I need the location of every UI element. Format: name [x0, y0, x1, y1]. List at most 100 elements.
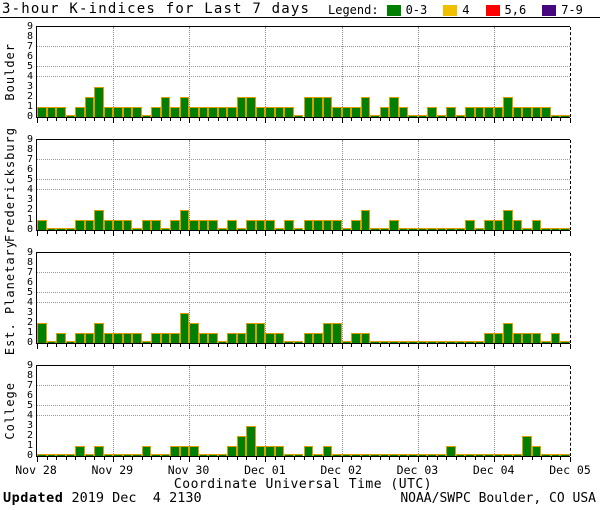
- x-tick: [141, 118, 143, 121]
- k-bar: [341, 107, 352, 117]
- x-tick: [198, 344, 200, 347]
- day-gridline: [417, 27, 419, 117]
- k-bar: [436, 341, 447, 343]
- k-bar: [217, 341, 228, 343]
- x-tick: [493, 231, 495, 236]
- x-tick: [75, 118, 77, 121]
- k-bar: [122, 220, 133, 230]
- x-tick: [341, 118, 343, 123]
- k-bar: [332, 454, 342, 456]
- x-tick: [170, 118, 172, 121]
- x-tick: [227, 344, 229, 347]
- k-bar: [189, 107, 199, 117]
- day-gridline: [265, 366, 267, 456]
- k-bar: [37, 107, 47, 117]
- x-tick: [351, 118, 353, 121]
- k-bar: [351, 333, 361, 343]
- k-bar: [427, 454, 437, 456]
- k-bar: [179, 210, 190, 230]
- k-threshold-gridline: [37, 405, 570, 406]
- k-bar: [217, 228, 228, 230]
- x-tick: [189, 118, 191, 123]
- x-tick: [46, 344, 48, 347]
- k-bar: [303, 97, 314, 117]
- k-bar: [512, 220, 523, 230]
- x-tick: [303, 457, 305, 460]
- legend: Legend: 0-3 4 5,6 7-9: [328, 3, 583, 17]
- k-bar: [56, 107, 66, 117]
- x-tick: [446, 118, 448, 121]
- x-tick: [322, 231, 324, 234]
- x-tick: [512, 231, 514, 234]
- day-gridline: [113, 253, 115, 343]
- k-bar: [541, 228, 551, 230]
- x-tick: [465, 344, 467, 347]
- x-tick: [303, 118, 305, 121]
- x-tick: [84, 457, 86, 460]
- x-tick: [46, 118, 48, 121]
- station-name: Fredericksburg: [3, 127, 17, 243]
- k-bar: [65, 115, 76, 117]
- x-tick: [37, 457, 38, 462]
- x-tick: [160, 344, 162, 347]
- station-name: Boulder: [3, 43, 17, 101]
- k-threshold-gridline: [37, 179, 570, 180]
- k-bar: [75, 220, 85, 230]
- k-bar: [151, 107, 161, 117]
- k-bar: [141, 341, 152, 343]
- updated-value: 2019 Dec 4 2130: [63, 490, 202, 506]
- k-bar: [313, 220, 323, 230]
- k-bar: [198, 454, 209, 456]
- y-tick-label: 2: [26, 317, 33, 328]
- k-bar: [84, 454, 95, 456]
- x-tick: [455, 118, 457, 121]
- k-bar: [389, 454, 399, 456]
- k-bar: [255, 107, 266, 117]
- x-tick: [293, 231, 295, 234]
- k-bar: [255, 323, 266, 343]
- day-gridline: [189, 253, 191, 343]
- k-bar: [208, 454, 218, 456]
- k-bar: [293, 228, 304, 230]
- x-tick: [417, 118, 419, 123]
- k-bar: [341, 454, 352, 456]
- k-bar: [284, 341, 294, 343]
- k-bar: [398, 107, 409, 117]
- k-bar: [274, 333, 285, 343]
- k-bar: [417, 228, 428, 230]
- x-tick: [179, 344, 181, 347]
- k-threshold-gridline: [37, 66, 570, 67]
- k-bar: [189, 220, 199, 230]
- k-bar: [560, 228, 570, 230]
- x-tick: [122, 457, 124, 460]
- x-tick: [56, 344, 58, 347]
- x-tick: [160, 231, 162, 234]
- x-tick: [132, 344, 134, 347]
- k-bar: [37, 323, 47, 343]
- y-tick-label: 4: [26, 297, 33, 308]
- k-bar: [46, 454, 57, 456]
- x-tick-label: Nov 29: [91, 463, 134, 477]
- y-tick-label: 8: [26, 31, 33, 42]
- y-tick-label: 5: [26, 287, 33, 298]
- x-tick: [370, 344, 372, 347]
- k-bar: [474, 107, 485, 117]
- k-bar: [113, 220, 123, 230]
- x-tick-label: Nov 28: [15, 463, 57, 477]
- k-bar: [151, 333, 161, 343]
- x-tick: [560, 231, 562, 234]
- x-tick: [208, 344, 210, 347]
- x-tick: [465, 118, 467, 121]
- x-tick: [465, 457, 467, 460]
- k-bar: [141, 115, 152, 117]
- k-bar: [170, 107, 180, 117]
- x-tick: [246, 344, 248, 347]
- day-gridline: [341, 366, 343, 456]
- x-tick: [503, 118, 505, 121]
- k-bar: [465, 107, 475, 117]
- x-tick: [141, 457, 143, 460]
- y-tick-label: 4: [26, 71, 33, 82]
